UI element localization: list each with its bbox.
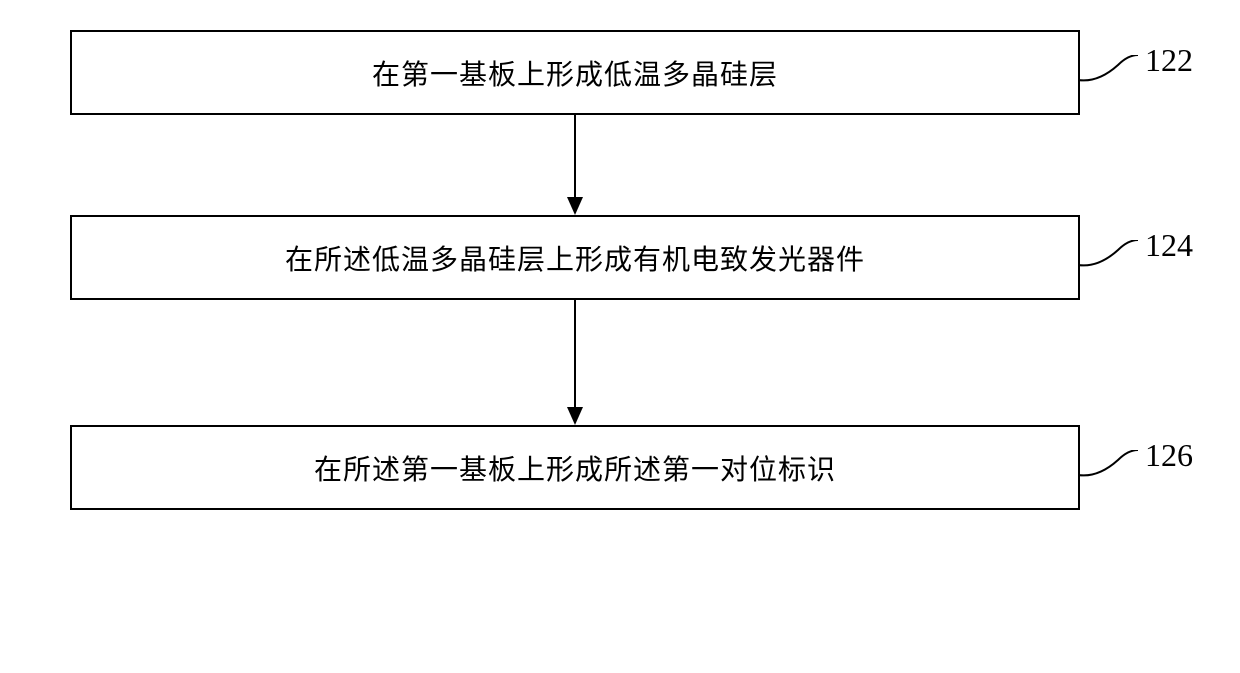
connector-1 xyxy=(1078,55,1138,100)
flow-step-2: 在所述低温多晶硅层上形成有机电致发光器件 xyxy=(70,215,1080,300)
flow-step-1-text: 在第一基板上形成低温多晶硅层 xyxy=(372,53,778,93)
down-arrow-icon xyxy=(560,115,590,215)
arrow-2-3 xyxy=(70,300,1080,425)
label-2: 124 xyxy=(1145,227,1193,264)
label-1: 122 xyxy=(1145,42,1193,79)
arrow-1-2 xyxy=(70,115,1080,215)
flow-step-3: 在所述第一基板上形成所述第一对位标识 xyxy=(70,425,1080,510)
label-3: 126 xyxy=(1145,437,1193,474)
connector-2 xyxy=(1078,240,1138,285)
flow-step-2-text: 在所述低温多晶硅层上形成有机电致发光器件 xyxy=(285,238,865,278)
flow-step-3-text: 在所述第一基板上形成所述第一对位标识 xyxy=(314,448,836,488)
flow-step-1: 在第一基板上形成低温多晶硅层 xyxy=(70,30,1080,115)
connector-3 xyxy=(1078,450,1138,495)
down-arrow-icon xyxy=(560,300,590,425)
